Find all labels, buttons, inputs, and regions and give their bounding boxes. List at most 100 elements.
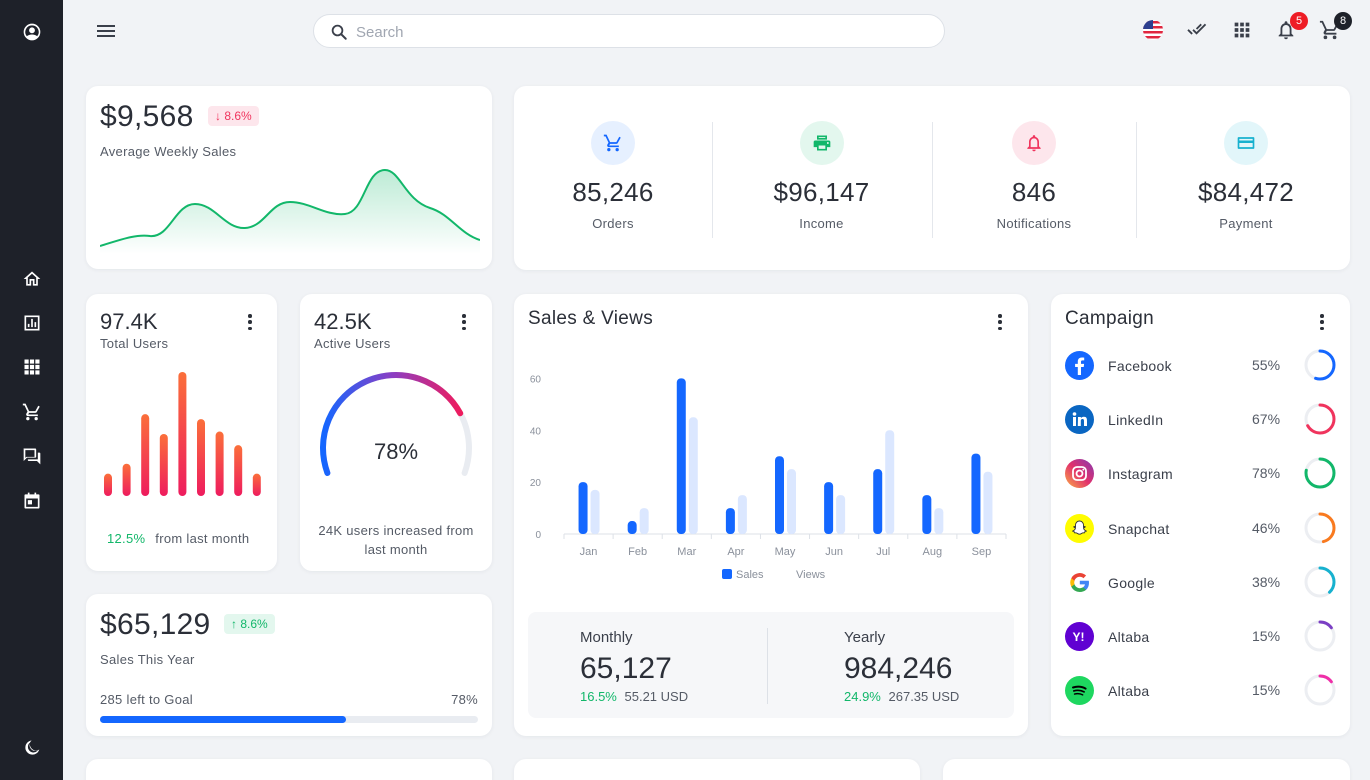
arrow-down-icon: ↓ — [215, 109, 221, 123]
kebab-menu-icon[interactable] — [461, 314, 467, 330]
campaign-progress-ring — [1304, 349, 1336, 381]
search-icon[interactable] — [330, 23, 348, 41]
legend-swatch — [782, 569, 792, 579]
us-flag-icon[interactable] — [1142, 19, 1166, 43]
campaign-row[interactable]: Snapchat 46% — [1065, 509, 1337, 549]
orders-cart-icon — [591, 121, 635, 165]
legend-label: Views — [796, 569, 826, 581]
sales-this-year-card: $65,129 ↑ 8.6% Sales This Year 285 left … — [86, 594, 492, 736]
user-bar — [215, 431, 224, 496]
search-bar — [313, 14, 945, 48]
chat-icon[interactable] — [20, 444, 44, 468]
bar-views — [983, 471, 993, 534]
cart-icon[interactable] — [20, 400, 44, 424]
credit-card-icon — [1224, 121, 1268, 165]
legend-swatch — [722, 569, 732, 579]
instagram-icon — [1065, 459, 1094, 489]
kebab-menu-icon[interactable] — [997, 314, 1003, 330]
moon-icon[interactable] — [20, 736, 44, 760]
apps-grid-icon[interactable] — [1231, 19, 1255, 43]
home-icon[interactable] — [20, 267, 44, 291]
chart-icon[interactable] — [20, 311, 44, 335]
campaign-name: Facebook — [1108, 358, 1172, 374]
campaign-row[interactable]: Facebook 55% — [1065, 346, 1337, 386]
kebab-menu-icon[interactable] — [1319, 314, 1325, 330]
campaign-card: Campaign Facebook 55% LinkedIn 67% Instagram… — [1051, 294, 1350, 736]
payment-label: Payment — [1219, 216, 1273, 231]
bell-icon — [1012, 121, 1056, 165]
bar-views — [885, 430, 895, 534]
hamburger-menu-icon[interactable] — [95, 20, 117, 42]
bar-views — [688, 417, 698, 534]
bar-sales — [824, 482, 834, 534]
user-circle-icon[interactable] — [20, 20, 44, 44]
campaign-percentage: 15% — [1252, 682, 1281, 699]
yearly-label: Yearly — [844, 629, 886, 646]
svg-text:Y!: Y! — [1073, 630, 1085, 644]
ring-fill — [1304, 457, 1336, 489]
sales-views-bar-chart: 0 20 40 60 Jan Feb Mar Apr May Jun Jul Aug Sep Sales V… — [530, 374, 1007, 581]
active-users-gauge — [320, 372, 472, 476]
ring-fill — [1304, 349, 1336, 381]
monthly-change: 16.5% — [580, 689, 617, 704]
search-input[interactable] — [356, 22, 916, 42]
double-check-icon[interactable] — [1186, 19, 1210, 43]
recent-transactions-card — [514, 759, 920, 780]
sales-year-label: Sales This Year — [100, 652, 195, 667]
kebab-menu-icon[interactable] — [247, 314, 253, 330]
x-tick-label: May — [775, 546, 796, 558]
x-tick-label: Apr — [727, 546, 744, 558]
gauge-percentage: 78% — [373, 439, 419, 464]
active-users-card: 42.5K Active Users 78% 24K users increas… — [300, 294, 492, 571]
total-users-label: Total Users — [100, 336, 169, 351]
yahoo-icon: Y! — [1065, 622, 1094, 651]
user-bar — [197, 419, 205, 496]
divider — [932, 122, 933, 238]
google-icon — [1065, 567, 1094, 597]
campaign-progress-ring — [1304, 512, 1336, 544]
user-bar — [159, 434, 168, 496]
y-tick-label: 60 — [530, 374, 542, 385]
weekly-sales-label: Average Weekly Sales — [100, 144, 237, 159]
bar-sales — [578, 482, 588, 534]
bar-views — [639, 508, 649, 534]
monthly-value: 65,127 — [580, 652, 672, 685]
user-bar — [122, 463, 131, 496]
user-bar — [234, 445, 243, 496]
goal-progress-bar — [100, 716, 478, 723]
campaign-row[interactable]: Instagram 78% — [1065, 454, 1337, 494]
weekly-sales-area-fill — [100, 170, 480, 254]
popular-products-card — [943, 759, 1350, 780]
weekly-sales-area-chart — [100, 168, 480, 254]
sales-year-value: $65,129 — [100, 608, 211, 641]
campaign-percentage: 46% — [1252, 519, 1281, 536]
campaign-row[interactable]: LinkedIn 67% — [1065, 400, 1337, 440]
monthly-label: Monthly — [580, 629, 633, 646]
gauge-fill — [320, 372, 464, 476]
x-tick-label: Jul — [876, 546, 890, 558]
notification-bell-icon[interactable]: 5 — [1275, 12, 1308, 43]
apps-icon[interactable] — [20, 355, 44, 379]
x-tick-label: Jan — [580, 546, 598, 558]
x-tick-label: Jun — [825, 546, 843, 558]
shopping-cart-icon[interactable]: 8 — [1319, 12, 1352, 43]
income-label: Income — [799, 216, 844, 231]
orders-value: 85,246 — [572, 177, 654, 207]
campaign-name: Altaba — [1108, 629, 1150, 645]
legend-label: Sales — [736, 569, 764, 581]
total-users-change: 12.5% — [107, 531, 146, 546]
weekly-sales-change: 8.6% — [224, 109, 252, 123]
sales-views-card: Sales & Views 0 20 40 60 Jan Feb Mar Apr May Jun J… — [514, 294, 1028, 736]
notifications-label: Notifications — [996, 216, 1072, 231]
bar-views — [737, 495, 747, 534]
campaign-progress-ring — [1304, 457, 1336, 489]
bar-views — [934, 508, 944, 534]
campaign-row[interactable]: Altaba 15% — [1065, 671, 1337, 711]
bar-views — [787, 469, 796, 534]
campaign-row[interactable]: Y! Altaba 15% — [1065, 617, 1337, 657]
calendar-icon[interactable] — [20, 489, 44, 513]
campaign-row[interactable]: Google 38% — [1065, 563, 1337, 603]
monthly-change-row: 16.5% 55.21 USD — [580, 689, 688, 704]
campaign-progress-ring — [1304, 566, 1336, 598]
user-bar — [178, 372, 187, 496]
